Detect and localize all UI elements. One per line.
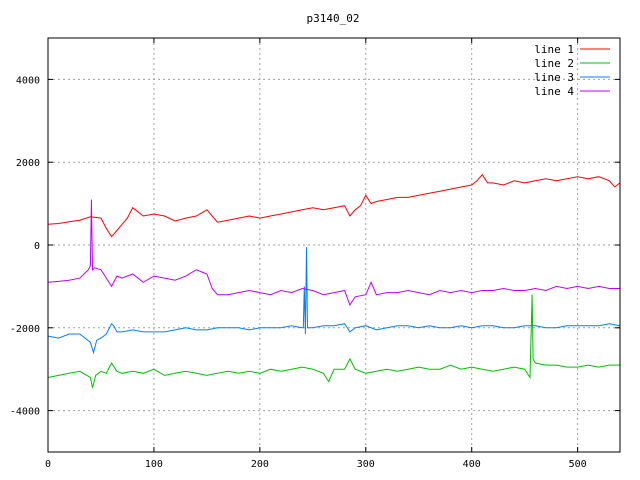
legend-label-3: line 3 [534, 71, 574, 84]
series-line-2 [47, 294, 620, 388]
y-tick-label: 4000 [16, 75, 40, 86]
x-tick-label: 400 [463, 459, 481, 470]
x-tick-label: 200 [251, 459, 269, 470]
x-tick-label: 0 [45, 459, 51, 470]
legend-label-1: line 1 [534, 43, 574, 56]
axis-ticks: 0 100 200 300 400 500 -4000 -2000 0 2000 4000 [10, 38, 620, 470]
legend-label-4: line 4 [534, 85, 574, 98]
x-tick-label: 500 [569, 459, 587, 470]
series-line-4 [47, 199, 620, 307]
y-tick-label: -2000 [10, 324, 40, 335]
series-line-1 [47, 173, 621, 238]
x-tick-label: 100 [145, 459, 163, 470]
legend-label-2: line 2 [534, 57, 574, 70]
chart-title: p3140_02 [307, 12, 360, 25]
x-tick-label: 300 [357, 459, 375, 470]
y-tick-label: -4000 [10, 407, 40, 418]
y-tick-label: 0 [34, 241, 40, 252]
series-line-3 [47, 247, 621, 355]
y-tick-label: 2000 [16, 158, 40, 169]
grid [48, 38, 620, 452]
series-group [47, 173, 621, 388]
